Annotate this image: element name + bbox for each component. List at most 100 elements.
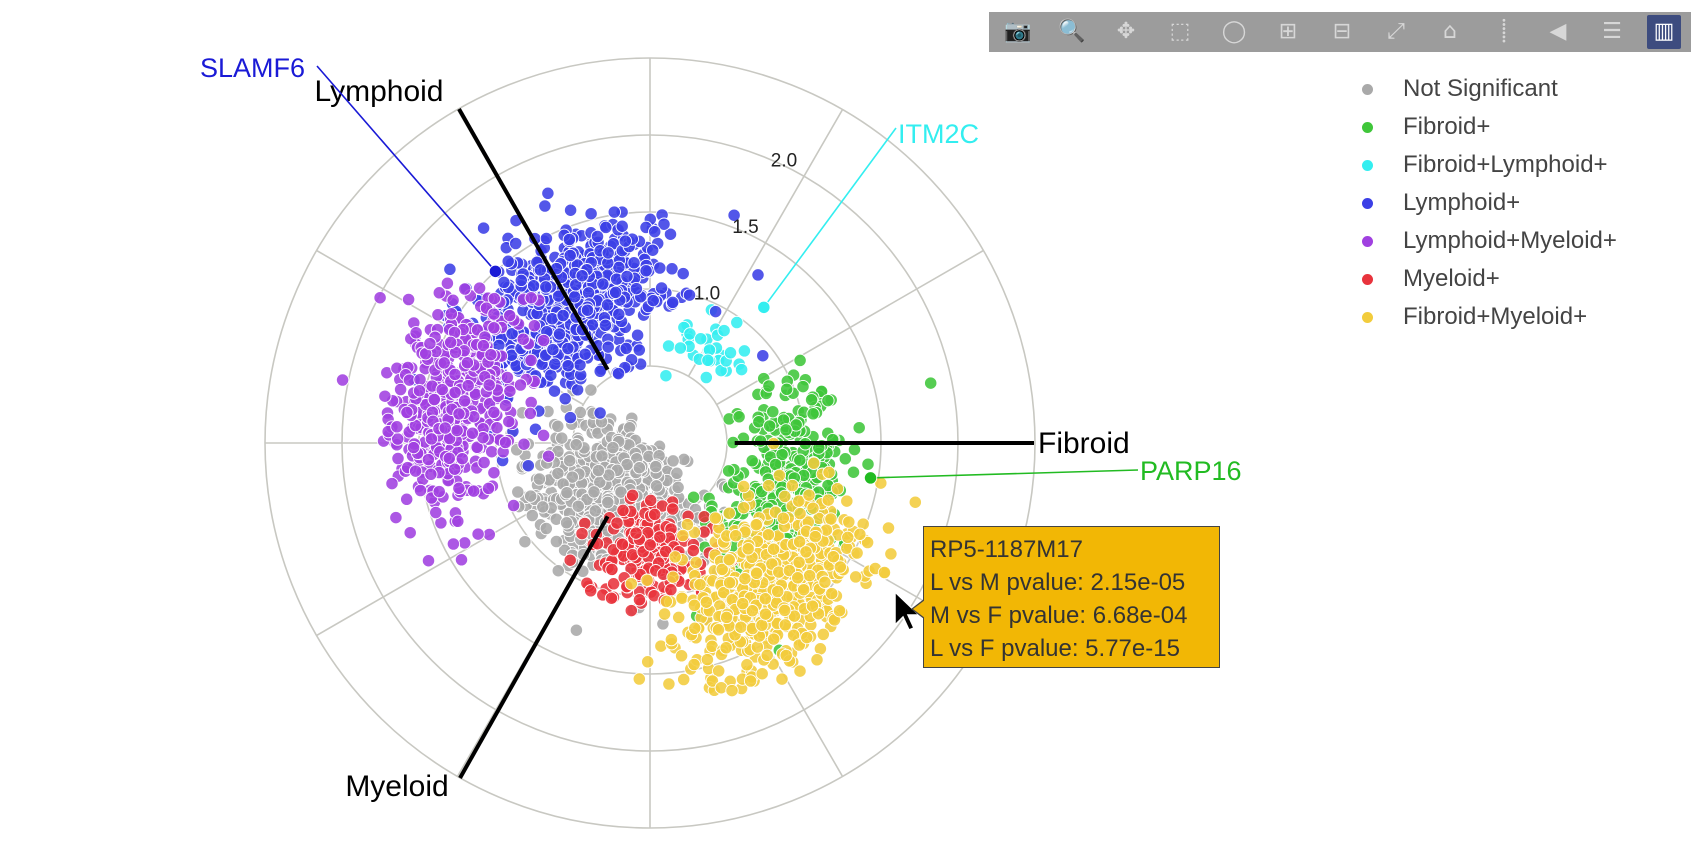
data-point	[657, 217, 671, 231]
legend-marker	[1362, 159, 1373, 171]
data-point	[806, 501, 820, 515]
data-point	[860, 535, 875, 550]
data-point	[423, 336, 437, 351]
data-point	[723, 346, 738, 360]
data-point	[551, 466, 565, 481]
data-point	[708, 511, 722, 525]
data-point	[335, 373, 350, 387]
annotated-point-parp16[interactable]	[863, 471, 878, 485]
data-point	[797, 583, 811, 597]
legend-marker	[1362, 235, 1373, 247]
data-point	[429, 505, 443, 520]
pan-icon[interactable]: ✥	[1116, 19, 1136, 44]
data-point	[616, 503, 630, 518]
data-point	[840, 494, 854, 508]
data-point	[424, 432, 439, 446]
data-point	[740, 658, 754, 672]
zoom-in-icon[interactable]: ⊞	[1278, 19, 1298, 44]
data-point	[712, 664, 726, 678]
zoom-icon[interactable]: 🔍	[1058, 19, 1086, 44]
data-point	[563, 203, 578, 217]
data-point	[659, 594, 674, 609]
data-point	[641, 655, 655, 669]
data-point	[741, 542, 755, 556]
data-point	[457, 394, 472, 408]
data-point	[775, 672, 789, 686]
data-point	[409, 326, 423, 340]
camera-icon[interactable]: 📷	[1004, 19, 1032, 44]
data-point	[778, 603, 792, 618]
data-point	[832, 604, 847, 618]
data-point	[689, 555, 703, 570]
data-point	[700, 652, 715, 667]
data-point	[646, 293, 660, 308]
data-point	[559, 516, 574, 530]
data-point	[780, 382, 794, 396]
data-point	[793, 506, 807, 521]
data-point	[432, 286, 446, 300]
zoom-out-icon[interactable]: ⊟	[1332, 19, 1352, 44]
data-point	[587, 485, 601, 499]
data-point	[584, 383, 598, 397]
data-point	[841, 530, 855, 545]
data-point	[569, 623, 584, 637]
data-point	[624, 562, 638, 576]
data-point	[498, 398, 513, 413]
hover-closest-icon[interactable]: ◀	[1549, 19, 1567, 44]
hover-compare-icon[interactable]: ☰	[1602, 19, 1622, 44]
legend-item[interactable]: Myeloid+	[1362, 260, 1617, 298]
data-point	[849, 570, 863, 584]
axis-label-myeloid: Myeloid	[345, 770, 448, 803]
data-point	[518, 535, 532, 549]
data-point	[666, 454, 680, 468]
data-point	[458, 536, 472, 550]
spike-lines-icon[interactable]: ⸽	[1501, 19, 1507, 44]
data-point	[719, 641, 733, 655]
reset-axes-icon[interactable]: ⌂	[1443, 19, 1457, 44]
legend-item[interactable]: Lymphoid+Myeloid+	[1362, 222, 1617, 260]
plotly-logo-icon[interactable]: ▥	[1647, 15, 1681, 49]
data-point	[484, 348, 498, 362]
annotated-point-itm2c[interactable]	[757, 300, 771, 314]
data-point	[527, 319, 542, 333]
data-point	[446, 293, 460, 307]
annotated-point-slamf6[interactable]	[488, 264, 503, 278]
data-point	[847, 442, 862, 457]
data-point	[686, 490, 701, 504]
data-point	[539, 231, 554, 246]
data-point	[549, 534, 564, 549]
data-point	[793, 453, 807, 467]
data-point	[654, 281, 669, 295]
data-point	[588, 504, 602, 518]
data-point	[786, 628, 801, 642]
data-point	[630, 328, 645, 342]
data-point	[485, 445, 499, 459]
data-point	[537, 333, 551, 348]
data-point	[749, 518, 763, 532]
data-point	[852, 421, 866, 435]
data-point	[853, 527, 867, 541]
legend-item[interactable]: Not Significant	[1362, 70, 1617, 108]
data-point	[400, 405, 414, 420]
autoscale-icon[interactable]: ⤢	[1387, 19, 1405, 44]
data-point	[629, 281, 644, 296]
legend-item[interactable]: Lymphoid+	[1362, 184, 1617, 222]
legend-label: Lymphoid+Myeloid+	[1403, 227, 1617, 254]
data-point	[705, 674, 720, 688]
data-point	[808, 529, 822, 544]
data-point	[555, 431, 569, 445]
box-select-icon[interactable]: ⬚	[1169, 19, 1191, 44]
legend-marker	[1362, 273, 1373, 285]
legend-item[interactable]: Fibroid+	[1362, 108, 1617, 146]
data-point	[721, 464, 736, 478]
legend-item[interactable]: Fibroid+Lymphoid+	[1362, 146, 1617, 184]
data-point	[767, 632, 781, 646]
legend-marker	[1362, 121, 1373, 133]
data-point	[444, 307, 459, 321]
data-point	[666, 502, 680, 516]
legend-item[interactable]: Fibroid+Myeloid+	[1362, 298, 1617, 336]
data-point	[877, 565, 892, 580]
lasso-select-icon[interactable]: ◯	[1221, 19, 1247, 44]
data-point	[442, 451, 456, 465]
